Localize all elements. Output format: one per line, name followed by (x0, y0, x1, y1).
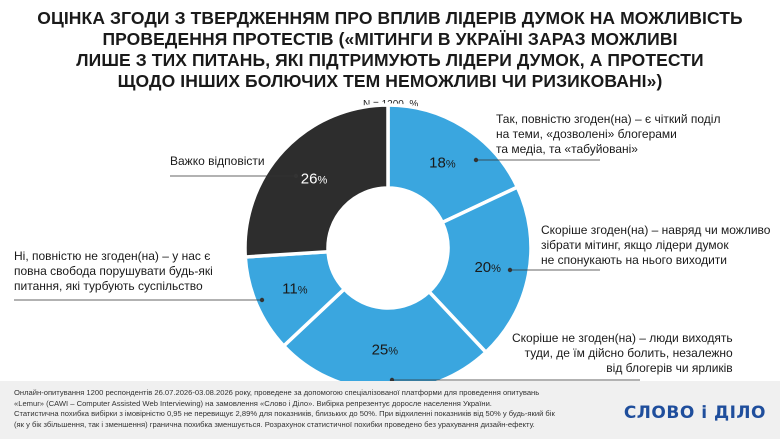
label-line: Так, повністю згоден(на) – є чіткий поді… (496, 112, 721, 126)
label-line: Скоріше згоден(на) – навряд чи можливо (541, 223, 771, 237)
value-label: 18% (429, 154, 456, 171)
slice-label-totally-disagree: Ні, повністю не згоден(на) – у нас є пов… (14, 249, 213, 294)
slice-label-rather-disagree: Скоріше не згоден(на) – люди виходять ту… (512, 331, 733, 376)
label-line: Важко відповісти (170, 154, 265, 168)
footer-line: Онлайн-опитування 1200 респондентів 26.0… (14, 388, 540, 397)
label-line: Ні, повністю не згоден(на) – у нас є (14, 249, 211, 263)
footer-line: (як у бік збільшення, так і зменшення) г… (14, 419, 535, 429)
title-line: ПРОВЕДЕННЯ ПРОТЕСТІВ («МІТИНГИ В УКРАЇНІ… (102, 29, 678, 49)
value-label: 20% (474, 259, 501, 276)
label-line: не спонукають на нього виходити (541, 253, 728, 267)
label-line: зібрати мітинг, якщо лідери думок (541, 238, 729, 252)
label-line: на теми, «дозволені» блогерами (496, 127, 677, 141)
slice-rather-agree (426, 184, 533, 355)
leader-dot (259, 297, 265, 303)
methodology-note: Онлайн-опитування 1200 респондентів 26.0… (14, 388, 574, 430)
label-line: Скоріше не згоден(на) – люди виходять (512, 331, 733, 345)
slice-totally-agree (386, 103, 520, 225)
title-line: ОЦІНКА ЗГОДИ З ТВЕРДЖЕННЯМ ПРО ВПЛИВ ЛІД… (37, 8, 743, 28)
footer-line: Статистична похибка вибірки з імовірніст… (14, 409, 555, 418)
slice-label-rather-agree: Скоріше згоден(на) – навряд чи можливо з… (541, 223, 770, 268)
footer-line: «Lemur» (CAWI – Computer Assisted Web In… (14, 398, 492, 408)
title-line: ЩОДО ІНШИХ БОЛЮЧИХ ТЕМ НЕМОЖЛИВІ ЧИ РИЗИ… (117, 71, 663, 91)
leader-dot (473, 157, 479, 163)
slice-hard-to-say (243, 103, 390, 259)
footer: Онлайн-опитування 1200 респондентів 26.0… (0, 381, 780, 439)
label-line: туди, де їм дійсно болить, незалежно (524, 346, 733, 360)
value-label: 11% (282, 280, 308, 297)
value-label: 25% (372, 341, 399, 358)
label-line: та медіа, та «табуйовані» (496, 142, 638, 156)
leader-dot (507, 267, 513, 273)
slice-label-totally-agree: Так, повністю згоден(на) – є чіткий поді… (496, 112, 720, 157)
label-line: питання, які турбують суспільство (14, 279, 203, 293)
chart-title: ОЦІНКА ЗГОДИ З ТВЕРДЖЕННЯМ ПРО ВПЛИВ ЛІД… (30, 8, 750, 92)
brand-logo: СЛОВО і ДІЛО (623, 403, 766, 423)
label-line: повна свобода порушувати будь-які (14, 264, 213, 278)
leader-dot (293, 173, 299, 179)
title-line: ЛИШЕ З ТИХ ПИТАНЬ, ЯКІ ПІДТРИМУЮТЬ ЛІДЕР… (76, 50, 704, 70)
label-line: від блогерів чи ярликів (606, 361, 733, 375)
slice-label-hard-to-say: Важко відповісти (170, 154, 265, 169)
value-label: 26% (301, 171, 328, 188)
